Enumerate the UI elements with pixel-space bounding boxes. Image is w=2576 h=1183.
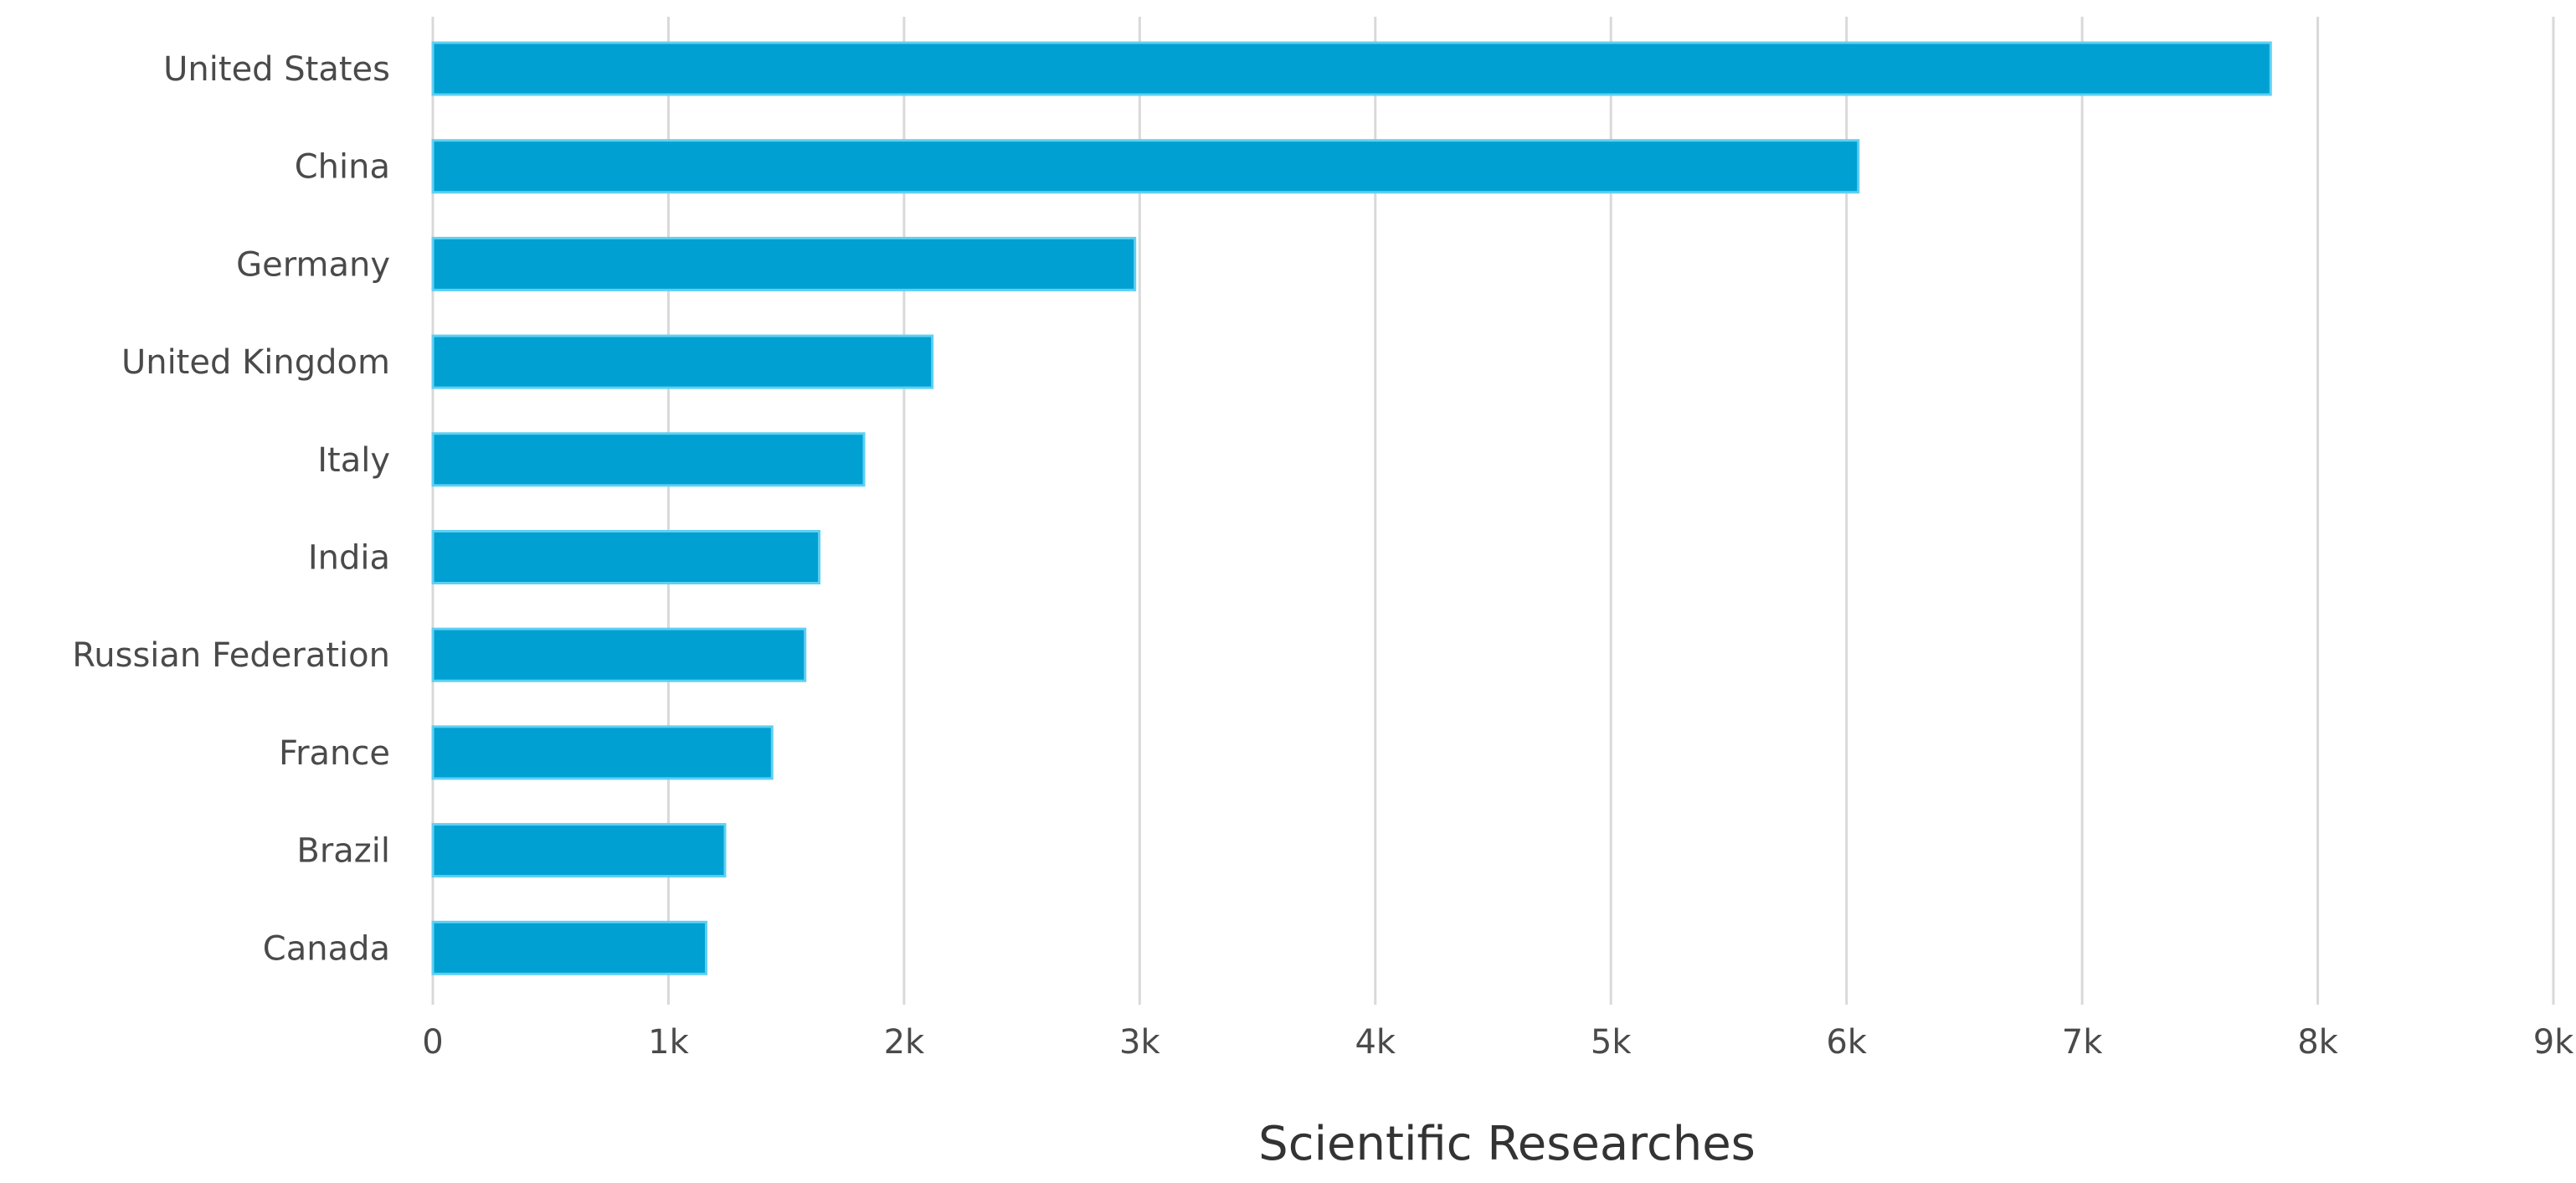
category-label: Germany bbox=[236, 245, 390, 284]
bar bbox=[431, 530, 821, 584]
x-tick-label: 6k bbox=[1826, 1023, 1867, 1062]
bar bbox=[431, 432, 866, 487]
x-tick-label: 8k bbox=[2297, 1023, 2338, 1062]
x-tick-label: 3k bbox=[1119, 1023, 1160, 1062]
category-labels: United States China Germany United Kingdom I… bbox=[72, 50, 390, 968]
x-tick-label: 4k bbox=[1355, 1023, 1396, 1062]
x-tick-label: 9k bbox=[2533, 1023, 2574, 1062]
x-tick-labels: 0 1k 2k 3k 4k 5k 6k 7k 8k 9k bbox=[422, 1023, 2574, 1062]
bar bbox=[431, 920, 707, 975]
bar bbox=[431, 627, 807, 682]
bars bbox=[431, 41, 2272, 975]
x-axis-title: Scientific Researches bbox=[1258, 1117, 1756, 1171]
category-label: Italy bbox=[317, 441, 390, 480]
category-label: Russian Federation bbox=[72, 636, 390, 675]
x-tick-label: 1k bbox=[648, 1023, 689, 1062]
bar bbox=[431, 823, 727, 878]
bar bbox=[431, 236, 1137, 291]
category-label: Brazil bbox=[296, 832, 390, 871]
bar bbox=[431, 334, 934, 389]
category-label: Canada bbox=[263, 929, 390, 968]
category-label: France bbox=[279, 734, 390, 773]
category-label: China bbox=[295, 148, 390, 187]
x-tick-label: 0 bbox=[422, 1023, 443, 1062]
x-tick-label: 7k bbox=[2062, 1023, 2103, 1062]
category-label: United States bbox=[163, 50, 390, 89]
category-label: United Kingdom bbox=[121, 343, 390, 382]
bar bbox=[431, 139, 1860, 194]
category-label: India bbox=[308, 539, 390, 578]
x-tick-label: 2k bbox=[884, 1023, 925, 1062]
bar bbox=[431, 41, 2272, 96]
x-tick-label: 5k bbox=[1591, 1023, 1632, 1062]
bar bbox=[431, 725, 774, 780]
